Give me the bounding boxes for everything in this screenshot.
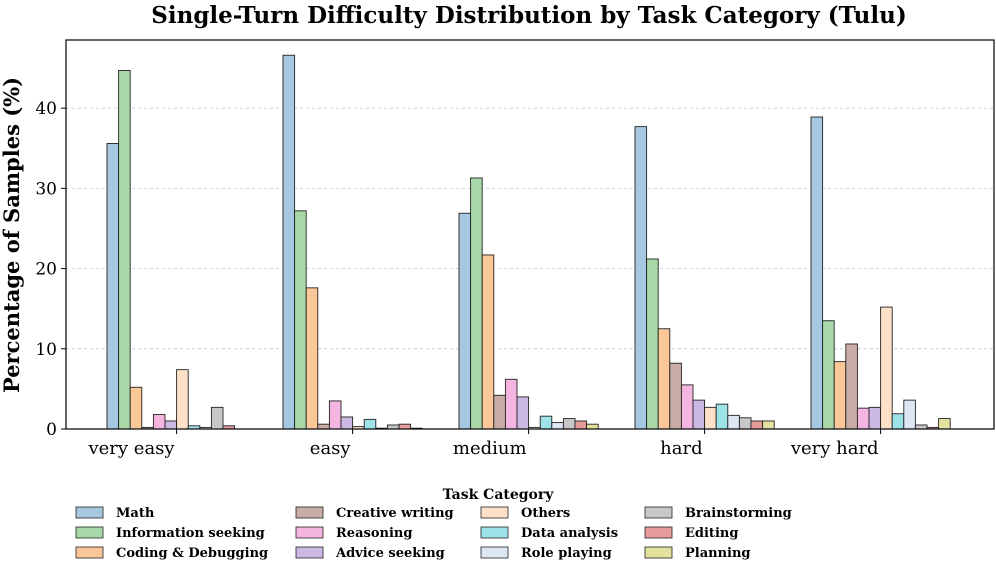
bar: [833, 361, 847, 430]
legend-swatch: [295, 506, 324, 519]
bar: [176, 369, 189, 430]
legend-swatch: [295, 526, 324, 539]
bar: [481, 254, 495, 430]
bar: [210, 406, 224, 430]
legend-label: Math: [116, 506, 155, 521]
y-tick-label: 0: [46, 420, 57, 440]
bar: [646, 258, 659, 430]
bar: [305, 287, 319, 430]
bar: [282, 54, 296, 430]
bar: [586, 423, 599, 430]
y-tick-label: 40: [35, 99, 57, 119]
bar: [727, 414, 740, 430]
bar: [914, 424, 928, 430]
bar: [574, 420, 588, 430]
bar: [493, 394, 506, 430]
bar: [657, 328, 671, 430]
bar: [539, 415, 553, 430]
bar: [856, 407, 870, 430]
y-tick-label: 10: [35, 340, 57, 360]
bar: [317, 423, 330, 430]
bar: [504, 378, 518, 430]
bar: [562, 418, 576, 430]
legend-swatch: [75, 506, 104, 519]
bar: [106, 143, 120, 430]
legend-label: Role playing: [521, 546, 612, 561]
legend-swatch: [644, 526, 673, 539]
bar: [458, 212, 472, 430]
x-tick-label: hard: [660, 438, 702, 459]
legend-swatch: [644, 546, 673, 559]
bar: [715, 403, 729, 430]
legend-swatch: [480, 546, 509, 559]
bar: [880, 306, 893, 430]
y-tick-label: 20: [35, 260, 57, 280]
legend-swatch: [75, 526, 104, 539]
x-tick-label: very hard: [790, 438, 879, 459]
bar: [634, 126, 648, 430]
bar: [750, 420, 764, 430]
legend-label: Data analysis: [521, 526, 618, 541]
bar: [810, 116, 824, 430]
legend-swatch: [480, 506, 509, 519]
legend-label: Information seeking: [116, 526, 265, 541]
bar: [822, 320, 835, 430]
bar: [516, 396, 530, 430]
y-tick-label: 30: [35, 179, 57, 199]
bar: [762, 420, 775, 430]
bar: [129, 386, 143, 430]
legend-swatch: [295, 546, 324, 559]
legend-label: Editing: [685, 526, 738, 541]
bar: [680, 384, 694, 430]
bar: [938, 418, 951, 430]
plot-frame: [65, 39, 995, 430]
bar: [294, 210, 307, 430]
legend-swatch: [75, 546, 104, 559]
bar: [692, 399, 706, 430]
bar: [340, 416, 354, 430]
legend-label: Reasoning: [336, 526, 412, 541]
legend-swatch: [480, 526, 509, 539]
legend-label: Coding & Debugging: [116, 546, 268, 561]
bar: [704, 406, 717, 430]
bar: [868, 406, 882, 430]
bar: [738, 417, 752, 430]
y-axis-ticks: 0 10 20 30 40: [35, 99, 66, 440]
bar: [903, 399, 916, 430]
legend-label: Others: [521, 506, 570, 521]
bar: [363, 418, 377, 430]
legend-label: Brainstorming: [685, 506, 792, 521]
bar: [669, 362, 682, 430]
legend-label: Creative writing: [336, 506, 454, 521]
x-axis-ticks: very easy easy medium hard very hard: [87, 429, 882, 459]
legend-items: Math Information seeking Coding & Debuggin…: [75, 506, 792, 561]
legend: Task Category Math Information seeking Cod…: [75, 487, 792, 561]
bars: [106, 54, 951, 430]
bar: [328, 400, 342, 430]
legend-swatch: [644, 506, 673, 519]
bar: [398, 423, 412, 430]
y-axis-label: Percentage of Samples (%): [0, 77, 24, 393]
x-tick-label: easy: [310, 438, 352, 459]
bar: [386, 424, 400, 430]
chart-title: Single-Turn Difficulty Distribution by T…: [151, 2, 906, 29]
bar: [118, 70, 131, 430]
bar: [845, 343, 858, 430]
legend-label: Advice seeking: [335, 546, 445, 561]
bar: [551, 422, 564, 430]
bar: [164, 420, 178, 430]
bar: [891, 413, 905, 430]
bar: [470, 177, 483, 430]
gridlines: [66, 107, 994, 350]
bar: [152, 414, 166, 430]
x-tick-label: very easy: [87, 438, 175, 459]
legend-title: Task Category: [443, 487, 555, 503]
legend-label: Planning: [685, 546, 751, 561]
x-tick-label: medium: [453, 438, 527, 459]
